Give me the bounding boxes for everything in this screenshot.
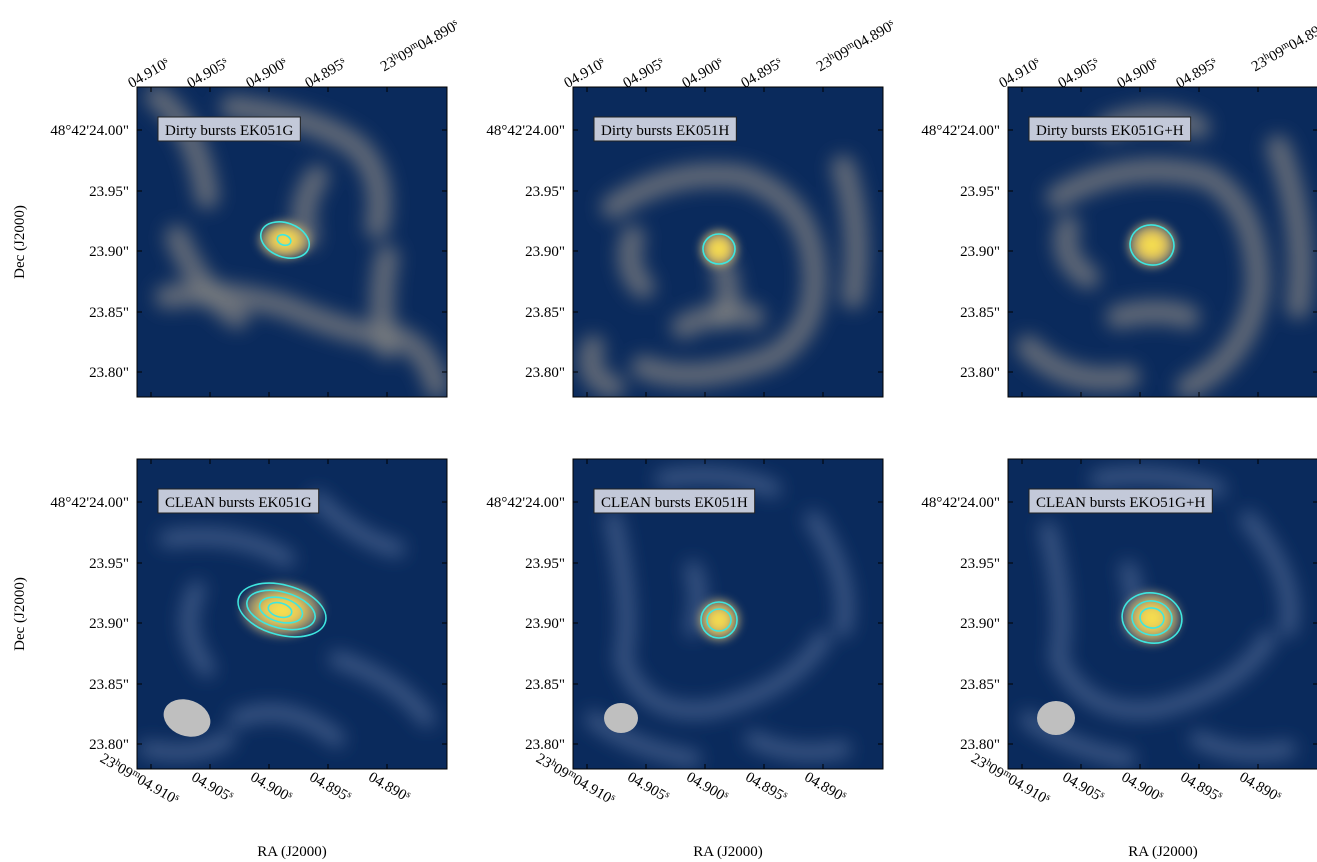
ra-tick-label: 04.905s: [1055, 54, 1103, 92]
dec-tick-label: 23.80": [960, 737, 1000, 753]
panel-label-text: Dirty bursts EK051G+H: [1036, 123, 1184, 139]
ra-tick-label: 23h09m04.890s: [377, 16, 462, 75]
ra-tick-label: 04.905s: [188, 768, 236, 806]
ra-tick-label: 04.895s: [306, 768, 354, 806]
panel-label-text: CLEAN bursts EKO51G+H: [1036, 495, 1205, 511]
dec-tick-label: 23.80": [89, 365, 129, 381]
dec-tick-label: 23.90": [525, 616, 565, 632]
dec-tick-label: 48°42'24.00": [921, 495, 1000, 511]
dec-tick-label: 23.80": [525, 365, 565, 381]
panel: Dirty bursts EK051G 48°42'24.00" 23.95" 23.…: [50, 16, 462, 397]
dec-tick-label: 23.85": [89, 677, 129, 693]
panel-label-text: CLEAN bursts EK051H: [601, 495, 748, 511]
dec-tick-label: 23.85": [525, 305, 565, 321]
dec-tick-label: 48°42'24.00": [486, 123, 565, 139]
dec-tick-label: 23.90": [525, 244, 565, 260]
dec-tick-label: 23.90": [89, 616, 129, 632]
panel: CLEAN bursts EK051G 48°42'24.00" 23.95" 23.…: [50, 459, 447, 809]
ra-tick-label: 04.900s: [247, 768, 295, 806]
dec-tick-label: 23.95": [89, 184, 129, 200]
ra-tick-label: 04.890s: [801, 768, 849, 806]
source: [1124, 219, 1180, 271]
ra-tick-label: 04.890s: [1236, 768, 1284, 806]
ra-tick-label: 04.900s: [679, 54, 727, 92]
x-axis-label: RA (J2000): [693, 844, 763, 860]
dec-tick-label: 48°42'24.00": [50, 123, 129, 139]
ra-tick-label: 04.895s: [1177, 768, 1225, 806]
panel: CLEAN bursts EK051H 48°42'24.00" 23.95" 23.…: [486, 459, 883, 809]
dec-tick-label: 23.90": [960, 244, 1000, 260]
source: [1120, 588, 1184, 648]
ra-tick-label: 04.900s: [243, 54, 291, 92]
source: [255, 218, 315, 262]
ra-tick-label: 04.895s: [738, 54, 786, 92]
ra-tick-label: 04.910s: [125, 54, 173, 92]
dec-tick-label: 23.95": [960, 184, 1000, 200]
dec-tick-label: 23.95": [525, 556, 565, 572]
ra-tick-label: 04.905s: [624, 768, 672, 806]
dec-tick-label: 23.80": [525, 737, 565, 753]
dec-tick-label: 23.90": [960, 616, 1000, 632]
ra-tick-label: 04.905s: [184, 54, 232, 92]
ra-tick-label: 04.895s: [1173, 54, 1221, 92]
source: [695, 596, 743, 644]
ra-tick-label: 23h09m04.890s: [1248, 16, 1317, 75]
x-axis-label: RA (J2000): [1128, 844, 1198, 860]
dec-tick-label: 48°42'24.00": [50, 495, 129, 511]
dec-tick-label: 23.95": [525, 184, 565, 200]
dec-tick-label: 23.80": [960, 365, 1000, 381]
ra-tick-label: 04.895s: [742, 768, 790, 806]
ra-tick-label: 04.905s: [1059, 768, 1107, 806]
panel-label-text: Dirty bursts EK051H: [601, 123, 729, 139]
ra-tick-label: 04.895s: [302, 54, 350, 92]
beam: [604, 703, 638, 733]
ra-tick-label: 04.910s: [561, 54, 609, 92]
panel-label: CLEAN bursts EK051H: [594, 489, 755, 513]
panel: Dirty bursts EK051G+H 48°42'24.00" 23.95" 2…: [921, 16, 1317, 397]
beam: [1037, 701, 1075, 735]
y-axis-label: Dec (J2000): [12, 577, 28, 651]
panel: Dirty bursts EK051H 48°42'24.00" 23.95" 23.…: [486, 16, 898, 397]
figure: Dirty bursts EK051G 48°42'24.00" 23.95" 23.…: [0, 0, 1317, 862]
dec-tick-label: 23.85": [960, 677, 1000, 693]
panel-label-text: CLEAN bursts EK051G: [165, 495, 312, 511]
ra-tick-label: 04.900s: [1118, 768, 1166, 806]
dec-tick-label: 23.95": [960, 556, 1000, 572]
x-axis-label: RA (J2000): [257, 844, 327, 860]
dec-tick-label: 23.80": [89, 737, 129, 753]
ra-tick-label: 23h09m04.890s: [813, 16, 898, 75]
dec-tick-label: 48°42'24.00": [486, 495, 565, 511]
y-axis-label: Dec (J2000): [12, 205, 28, 279]
panel-label: Dirty bursts EK051H: [594, 117, 736, 141]
ra-tick-label: 04.900s: [1114, 54, 1162, 92]
panel-label: CLEAN bursts EK051G: [158, 489, 319, 513]
dec-tick-label: 23.95": [89, 556, 129, 572]
panel-label: Dirty bursts EK051G: [158, 117, 300, 141]
panel-label: CLEAN bursts EKO51G+H: [1029, 489, 1212, 513]
panel-label-text: Dirty bursts EK051G: [165, 123, 293, 139]
panel-label: Dirty bursts EK051G+H: [1029, 117, 1191, 141]
ra-tick-label: 04.905s: [620, 54, 668, 92]
dec-tick-label: 23.90": [89, 244, 129, 260]
dec-tick-label: 23.85": [525, 677, 565, 693]
dec-tick-label: 48°42'24.00": [921, 123, 1000, 139]
dec-tick-label: 23.85": [960, 305, 1000, 321]
ra-tick-label: 04.900s: [683, 768, 731, 806]
ra-tick-label: 04.910s: [996, 54, 1044, 92]
ra-tick-label: 04.890s: [365, 768, 413, 806]
panel: CLEAN bursts EKO51G+H 48°42'24.00" 23.95" 2…: [921, 459, 1317, 809]
dec-tick-label: 23.85": [89, 305, 129, 321]
